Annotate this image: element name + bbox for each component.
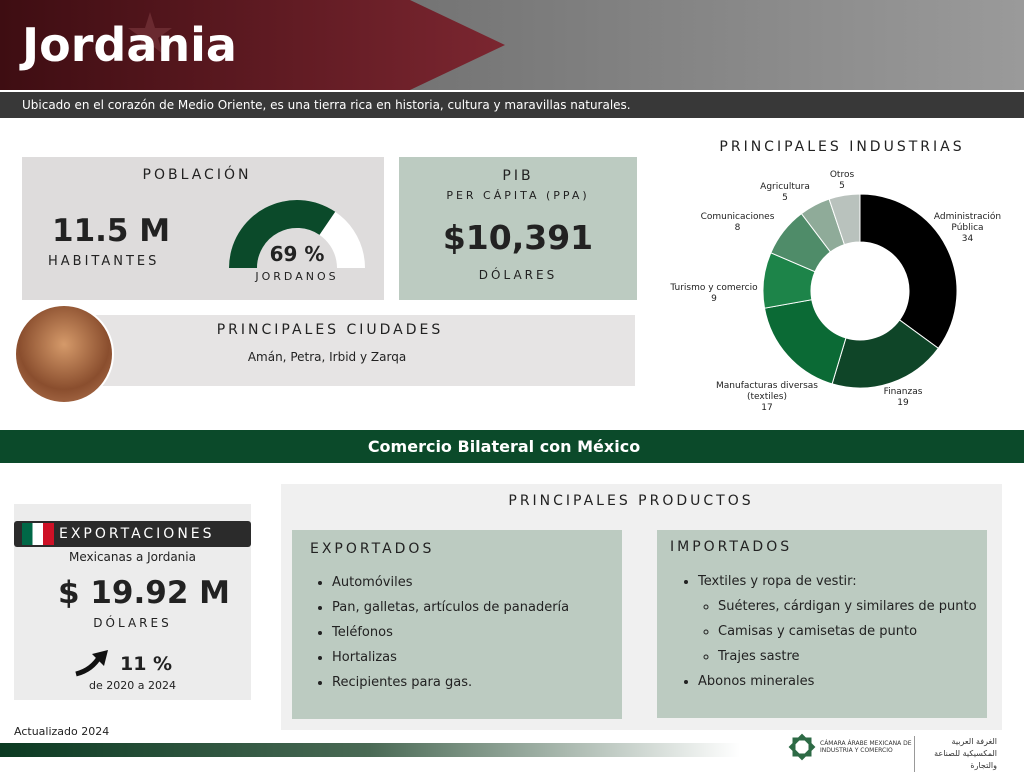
- list-item: Textiles y ropa de vestir:: [698, 569, 977, 594]
- donut-label-name: Otros: [829, 170, 855, 180]
- poblacion-title: POBLACIÓN: [142, 167, 252, 183]
- donut: [762, 193, 958, 389]
- donut-label-value: 8: [734, 223, 741, 233]
- export-subtitle: Mexicanas a Jordania: [69, 550, 196, 564]
- donut-slice: [828, 193, 861, 246]
- pib-value: $10,391: [442, 218, 594, 257]
- donut-label: Comunicaciones 8: [690, 212, 785, 234]
- growth-arrow: [75, 650, 108, 677]
- org-ar: الغرفة العربية المكسيكية للصناعة والتجار…: [914, 736, 997, 772]
- donut-label-value: 19: [897, 398, 909, 408]
- donut-label-value: 5: [782, 193, 788, 203]
- list-item: Automóviles: [332, 570, 569, 595]
- gauge-label: 69 %: [269, 242, 325, 266]
- ciudades-card: [95, 315, 635, 386]
- growth-period: de 2020 a 2024: [89, 679, 176, 692]
- logo-icon: [788, 733, 816, 761]
- banner-bar: [0, 430, 1024, 463]
- list-item: Abonos minerales: [698, 669, 977, 694]
- importados-list: Textiles y ropa de vestir:Suéteres, cárd…: [678, 569, 977, 694]
- list-item: Trajes sastre: [718, 644, 977, 669]
- export-unit: DÓLARES: [93, 616, 172, 630]
- poblacion-value: 11.5 M: [52, 213, 171, 249]
- gauge-caption: JORDANOS: [255, 270, 339, 283]
- pib-unit: DÓLARES: [478, 268, 558, 282]
- donut-label-value: 34: [961, 234, 974, 244]
- subtitle-bar: [0, 92, 1024, 118]
- donut-label-value: 5: [839, 181, 845, 191]
- exportados-title: EXPORTADOS: [310, 541, 435, 557]
- flag: [22, 523, 54, 545]
- exportados-list: AutomóvilesPan, galletas, artículos de p…: [312, 570, 569, 695]
- donut-label-value: 9: [711, 294, 717, 304]
- donut-label-name: Turismo y comercio: [670, 283, 758, 293]
- ciudades-text: Amán, Petra, Irbid y Zarqa: [247, 350, 407, 364]
- list-item: Teléfonos: [332, 620, 569, 645]
- donut-label-name: Finanzas: [883, 387, 923, 397]
- title: Jordania: [22, 18, 237, 72]
- donut-label-name: Administración Pública: [933, 212, 1002, 233]
- gauge-fill: [229, 200, 336, 268]
- footer-bar: [0, 743, 740, 757]
- donut-label: Manufacturas diversas (textiles) 17: [712, 381, 822, 414]
- exportados-box: [292, 530, 622, 719]
- list-item: Recipientes para gas.: [332, 670, 569, 695]
- org: CÁMARA ÁRABE MEXICANA DE INDUSTRIA Y COM…: [820, 740, 912, 754]
- export-title: EXPORTACIONES: [59, 526, 215, 542]
- donut-label: Turismo y comercio 9: [664, 283, 764, 305]
- donut-label-name: Manufacturas diversas (textiles): [716, 381, 818, 402]
- growth: 11 %: [120, 653, 173, 675]
- donut-label-name: Comunicaciones: [700, 212, 775, 222]
- list-item: Camisas y camisetas de punto: [718, 619, 977, 644]
- list-item: Hortalizas: [332, 645, 569, 670]
- donut-label: Otros 5: [812, 170, 872, 192]
- donut-label: Agricultura 5: [745, 182, 825, 204]
- donut-slice: [859, 193, 958, 349]
- banner: Comercio Bilateral con México: [367, 437, 641, 456]
- gauge: [229, 200, 365, 268]
- poblacion-unit: HABITANTES: [48, 254, 160, 269]
- donut-label: Administración Pública 34: [920, 212, 1015, 245]
- donut-label-name: Agricultura: [760, 182, 810, 192]
- pib-subtitle: PER CÁPITA (PPA): [446, 189, 590, 202]
- donut-label-value: 17: [761, 403, 773, 413]
- importados-title: IMPORTADOS: [670, 539, 793, 555]
- updated: Actualizado 2024: [14, 725, 110, 738]
- ciudades-title: PRINCIPALES CIUDADES: [216, 322, 444, 338]
- donut-slice: [763, 299, 847, 385]
- importados-box: [657, 530, 987, 718]
- pib-card: [399, 157, 637, 300]
- pib-title: PIB: [502, 168, 534, 184]
- header-shape: [0, 0, 505, 90]
- list-item: Suéteres, cárdigan y similares de punto: [718, 594, 977, 619]
- productos-title: PRINCIPALES PRODUCTOS: [508, 493, 754, 509]
- export-value: $ 19.92 M: [57, 575, 231, 611]
- list-item: Pan, galletas, artículos de panadería: [332, 595, 569, 620]
- subtitle: Ubicado en el corazón de Medio Oriente, …: [22, 98, 631, 112]
- chart-title: PRINCIPALES INDUSTRIAS: [719, 139, 965, 155]
- donut-label: Finanzas 19: [858, 387, 948, 409]
- city-photo: [14, 304, 114, 404]
